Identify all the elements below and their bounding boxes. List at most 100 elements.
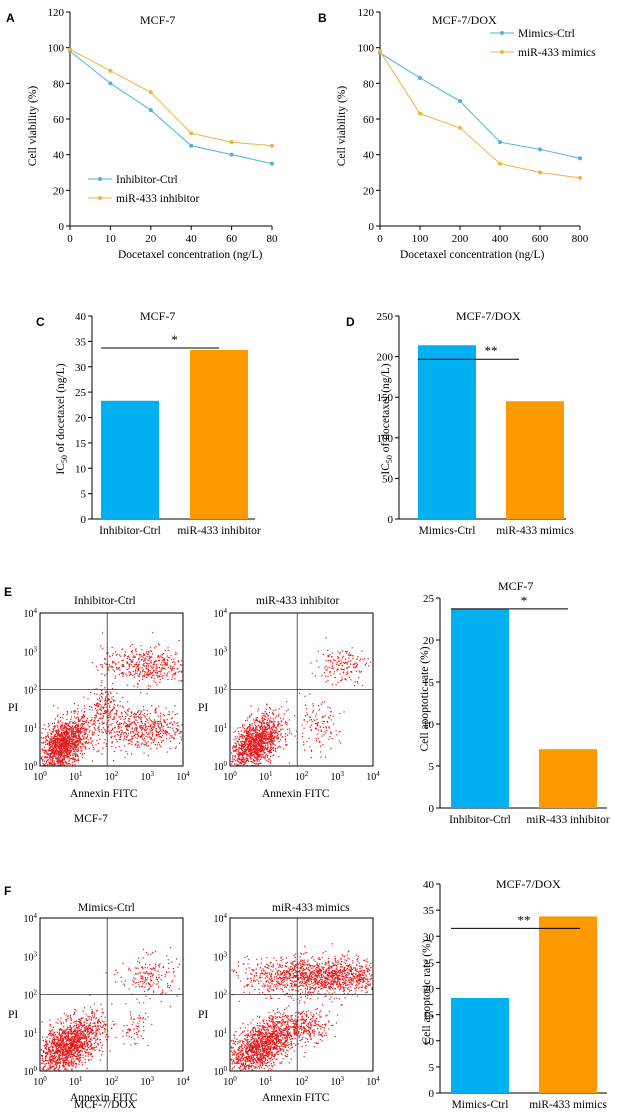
panel-letter-c: C (36, 315, 45, 329)
flow-dot (94, 715, 96, 717)
panel-b-title: MCF-7/DOX (432, 13, 497, 27)
flow-dot (133, 715, 135, 718)
flow-dot (254, 748, 256, 750)
flow-dot (52, 1053, 54, 1055)
flow-dot (84, 1028, 86, 1030)
flow-dot (276, 724, 278, 727)
flow-dot (262, 717, 264, 719)
flow-dot (236, 760, 238, 762)
flow-dot (131, 650, 134, 652)
flow-dot (74, 748, 76, 751)
flow-dot (68, 725, 70, 727)
flow-dot (52, 759, 54, 761)
flow-dot (340, 663, 342, 665)
flow-dot (56, 1053, 58, 1055)
flow-dot (106, 745, 108, 747)
flow-dot (89, 1016, 91, 1018)
flow-dot (66, 1062, 68, 1064)
flow-dot (80, 723, 82, 725)
flow-dot (61, 724, 64, 726)
flow-dot (138, 669, 140, 671)
flow-dot (263, 715, 265, 717)
flow-dot (272, 731, 274, 733)
flow-dot (252, 747, 254, 749)
flow-dot (77, 731, 79, 734)
flow-dot (143, 673, 145, 675)
flow-dot (326, 669, 328, 671)
flow-dot (154, 723, 156, 725)
flow-dot (262, 745, 264, 747)
flow-dot (62, 727, 64, 729)
flow-dot (130, 645, 132, 647)
flow-dot (238, 758, 241, 760)
flow-dot (54, 1045, 56, 1047)
flow-dot (103, 722, 105, 724)
flow-dot (344, 662, 346, 664)
flow-dot (146, 710, 149, 712)
flow-dot (49, 1049, 51, 1051)
flow-dot (64, 748, 66, 750)
flow-dot (130, 740, 132, 742)
flow-dot (267, 744, 269, 746)
flow-dot (245, 739, 247, 741)
flow-dot (267, 728, 269, 730)
flow-dot (141, 716, 143, 719)
flow-dot (128, 739, 130, 741)
flow-dot (241, 745, 243, 747)
flow-dot (59, 741, 61, 744)
flow-dot (146, 718, 148, 720)
flow-dot (58, 733, 60, 735)
flow-dot (273, 743, 275, 745)
flow-dot (48, 750, 50, 752)
flow-dot (244, 761, 246, 763)
flow-dot (324, 731, 326, 733)
flow-e1-xtick-label: 103 (141, 770, 155, 783)
flow-dot (275, 709, 277, 711)
flow-dot (254, 730, 257, 732)
flow-dot (257, 751, 259, 754)
flow-dot (251, 713, 253, 715)
flow-dot (59, 743, 61, 745)
flow-dot (75, 735, 77, 737)
flow-dot (51, 745, 53, 747)
flow-dot (57, 757, 59, 759)
flow-dot (54, 740, 56, 742)
flow-dot (93, 1043, 95, 1045)
flow-dot (178, 661, 180, 663)
flow-dot (171, 668, 173, 670)
flow-dot (270, 738, 272, 741)
flow-dot (53, 735, 55, 737)
flow-dot (126, 709, 128, 711)
flow-dot (122, 664, 124, 666)
flow-dot (325, 637, 327, 639)
flow-dot (152, 728, 154, 730)
flow-dot (81, 731, 83, 733)
flow-dot (47, 1053, 49, 1055)
flow-dot (64, 739, 66, 741)
flow-dot (256, 743, 258, 745)
flow-dot (238, 751, 240, 753)
flow-dot (166, 674, 168, 676)
flow-dot (101, 680, 103, 682)
flow-dot (173, 667, 175, 670)
flow-dot (86, 742, 88, 744)
flow-dot (237, 755, 239, 757)
flow-dot (79, 1043, 81, 1045)
flow-dot (153, 669, 155, 671)
flow-dot (138, 675, 140, 677)
flow-dot (47, 1051, 50, 1053)
flow-dot (331, 656, 333, 658)
flow-dot (55, 737, 58, 740)
flow-dot (280, 728, 282, 730)
flow-dot (336, 662, 338, 664)
flow-dot (69, 742, 71, 745)
flow-dot (63, 736, 65, 738)
flow-dot (59, 734, 61, 736)
flow-dot (86, 737, 88, 739)
flow-dot (267, 722, 269, 724)
flow-dot (313, 719, 315, 721)
flow-dot (108, 1036, 110, 1038)
flow-dot (102, 1026, 104, 1028)
flow-dot (243, 760, 245, 762)
flow-dot (47, 1060, 49, 1062)
